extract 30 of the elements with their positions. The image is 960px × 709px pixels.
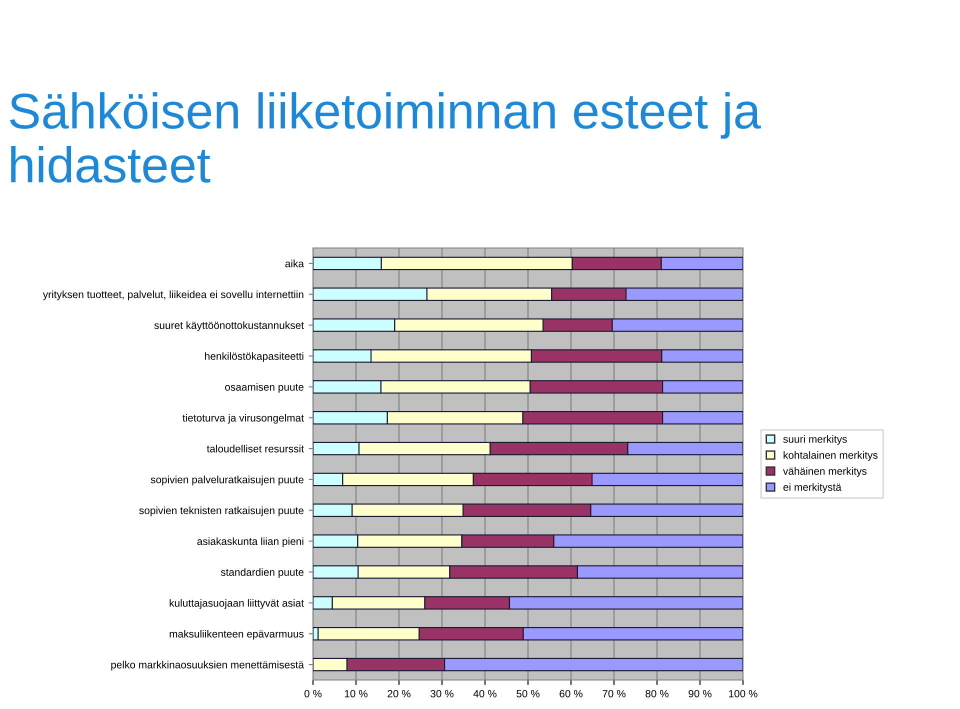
y-tick-label: maksuliikenteen epävarmuus <box>170 630 304 640</box>
x-tick-label: 20 % <box>388 690 410 698</box>
y-tick-label: osaamisen puute <box>225 383 304 393</box>
x-tick-label: 40 % <box>473 690 496 698</box>
x-tick-label: 10 % <box>344 690 368 698</box>
y-tick-label: yrityksen tuotteet, palvelut, liikeidea ei sovellu internettiin <box>42 290 304 300</box>
x-tick-label: 50 % <box>516 690 540 698</box>
chart-title: Sähköisen liiketoiminnan esteet ja hidasteet <box>10 92 761 183</box>
x-tick-label: 90 % <box>688 690 712 698</box>
y-tick-label: suuret käyttöönottokustannukset <box>154 321 304 332</box>
x-tick-label: 0 % <box>304 690 322 698</box>
x-tick-label: 30 % <box>430 690 454 698</box>
y-tick-label: sopivien teknisten ratkaisujen puute <box>139 506 304 516</box>
y-tick-label: sopivien palveluratkaisujen puute <box>150 476 304 486</box>
y-tick-label: pelko markkinaosuuksien menettämisestä <box>111 660 304 671</box>
y-tick-label: kuluttajasuojaan liittyvät asiat <box>170 599 304 609</box>
y-tick-label: taloudelliset resurssit <box>206 444 304 452</box>
legend-label: vähäinen merkitys <box>783 467 867 477</box>
x-tick-label: 80 % <box>646 690 668 698</box>
x-tick-label: 70 % <box>602 690 626 698</box>
y-tick-label: standardien puute <box>220 568 304 578</box>
y-tick-label: asiakaskunta liian pieni <box>197 537 304 548</box>
legend-label: suuri merkitys <box>783 435 847 445</box>
y-tick-label: henkilöstökapasiteetti <box>205 352 304 362</box>
legend-label: ei merkitystä <box>783 483 842 493</box>
y-tick-label: tietoturva ja virusongelmat <box>182 414 304 424</box>
legend-label: kohtalainen merkitys <box>784 451 878 461</box>
y-tick-label: aika <box>285 260 304 268</box>
x-tick-label: 100 % <box>729 690 758 698</box>
x-tick-label: 60 % <box>560 690 582 698</box>
